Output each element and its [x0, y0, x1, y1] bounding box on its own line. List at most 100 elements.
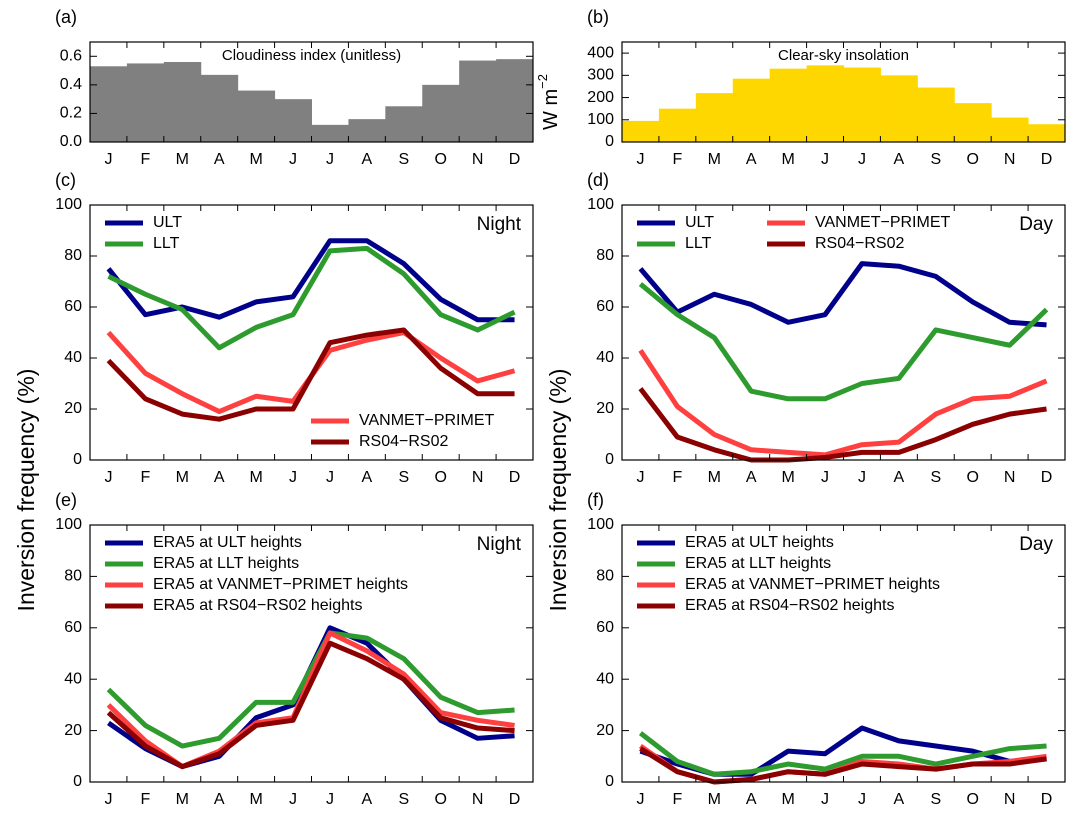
x-tick-label: F — [140, 469, 150, 486]
bar — [695, 93, 734, 142]
y-tick-label: 60 — [596, 298, 614, 315]
x-tick-label: N — [1004, 151, 1016, 168]
series-line — [106, 640, 515, 770]
legend-label: RS04−RS02 — [815, 235, 904, 252]
x-tick-label: A — [362, 151, 373, 168]
x-tick-label: J — [289, 469, 297, 486]
x-tick-label: J — [821, 469, 829, 486]
x-tick-label: A — [894, 469, 905, 486]
y-tick-label: 20 — [596, 400, 614, 417]
y-axis-label-sup: −2 — [535, 74, 550, 89]
x-tick-label: O — [966, 151, 978, 168]
bar — [806, 65, 844, 142]
bar — [1028, 124, 1066, 142]
x-tick-label: O — [966, 469, 978, 486]
y-axis-label: Inversion frequency (%) — [13, 369, 39, 612]
panel-label: (a) — [55, 7, 77, 27]
annotation: Night — [477, 214, 522, 235]
x-tick-label: F — [672, 791, 682, 808]
y-tick-label: 40 — [64, 670, 82, 687]
panel: 0 100 200 300 400 J F M A M J J A S O N D (b) Clear-sky in… — [535, 7, 1066, 168]
x-tick-label: A — [894, 151, 905, 168]
bar — [843, 67, 881, 142]
panel-label: (b) — [587, 7, 609, 27]
x-tick-label: S — [930, 791, 941, 808]
x-tick-label: M — [249, 151, 262, 168]
x-tick-label: D — [509, 151, 521, 168]
panel-title: Clear-sky insolation — [778, 47, 909, 64]
panel-label: (c) — [55, 170, 76, 190]
x-tick-label: J — [104, 469, 112, 486]
y-tick-label: 0.6 — [60, 48, 82, 65]
bar — [422, 84, 460, 142]
x-tick-label: J — [858, 791, 866, 808]
panel: ULT LLT VANMET−PRIMET RS04−RS02 0 20 40 60 80 100… — [13, 170, 534, 612]
y-tick-label: 0 — [605, 773, 614, 790]
y-tick-label: 60 — [64, 619, 82, 636]
bar — [769, 68, 808, 142]
y-tick-label: 400 — [587, 44, 614, 61]
series-line — [639, 746, 1047, 785]
legend-label: RS04−RS02 — [359, 433, 448, 450]
legend-label: ULT — [153, 214, 182, 231]
x-tick-label: M — [176, 151, 189, 168]
y-tick-label: 40 — [64, 349, 82, 366]
x-tick-label: D — [1041, 469, 1053, 486]
annotation: Night — [477, 534, 522, 555]
panel: ERA5 at ULT heights ERA5 at LLT heights ER… — [587, 490, 1066, 808]
x-tick-label: A — [894, 791, 905, 808]
bar — [991, 117, 1029, 142]
panel-label: (f) — [587, 490, 604, 510]
x-tick-label: N — [1004, 791, 1016, 808]
bar — [200, 74, 239, 142]
x-tick-label: N — [472, 469, 484, 486]
x-tick-label: F — [672, 151, 682, 168]
y-axis-label-text: W m — [540, 89, 562, 130]
x-tick-label: J — [858, 151, 866, 168]
legend-label: VANMET−PRIMET — [359, 412, 495, 429]
x-tick-label: M — [708, 151, 721, 168]
legend-label: ERA5 at VANMET−PRIMET heights — [153, 576, 408, 593]
bar — [126, 63, 165, 142]
x-tick-label: S — [398, 469, 409, 486]
x-tick-label: A — [362, 469, 373, 486]
x-tick-label: S — [398, 151, 409, 168]
panel: ERA5 at ULT heights ERA5 at LLT heights ER… — [55, 490, 534, 808]
x-tick-label: A — [214, 469, 225, 486]
y-tick-label: 100 — [587, 111, 614, 128]
y-tick-label: 20 — [64, 400, 82, 417]
x-tick-label: M — [781, 151, 794, 168]
y-tick-label: 0 — [605, 133, 614, 150]
x-tick-label: J — [289, 151, 297, 168]
bar — [90, 66, 128, 142]
bar — [385, 106, 423, 142]
bar — [459, 60, 497, 143]
legend-label: ERA5 at ULT heights — [685, 534, 834, 551]
x-tick-label: D — [1041, 791, 1053, 808]
x-tick-label: D — [1041, 151, 1053, 168]
bar — [954, 103, 992, 142]
series-line — [638, 731, 1047, 777]
panel-label: (d) — [587, 170, 609, 190]
annotation: Day — [1019, 214, 1053, 235]
y-tick-label: 80 — [596, 568, 614, 585]
x-tick-label: D — [509, 469, 521, 486]
x-tick-label: J — [326, 791, 334, 808]
x-tick-label: M — [708, 791, 721, 808]
x-tick-label: J — [326, 469, 334, 486]
series-line — [638, 282, 1049, 402]
bar — [237, 90, 276, 142]
y-tick-label: 20 — [596, 722, 614, 739]
x-tick-label: A — [746, 469, 757, 486]
legend-label: LLT — [153, 235, 180, 252]
x-tick-label: S — [398, 791, 409, 808]
y-tick-label: 40 — [596, 349, 614, 366]
legend-label: ERA5 at LLT heights — [153, 555, 299, 572]
y-tick-label: 80 — [596, 247, 614, 264]
x-tick-label: J — [636, 151, 644, 168]
y-tick-label: 100 — [55, 196, 82, 213]
x-tick-label: A — [362, 791, 373, 808]
y-tick-label: 0 — [605, 451, 614, 468]
bar — [880, 75, 918, 142]
bar — [658, 108, 697, 142]
